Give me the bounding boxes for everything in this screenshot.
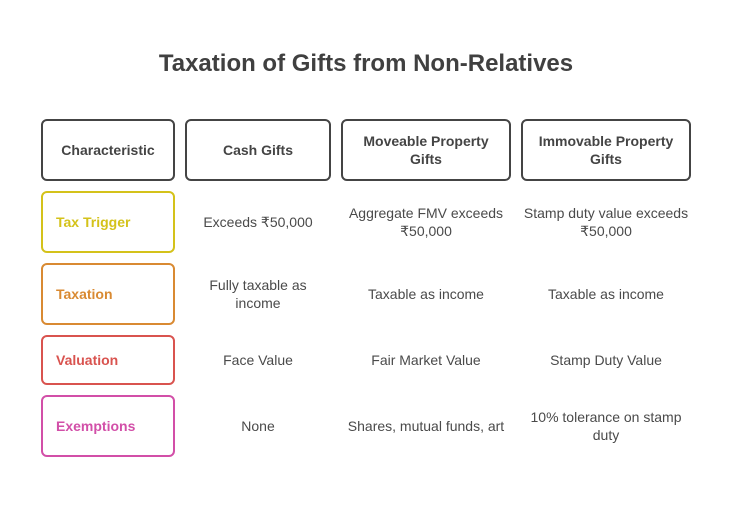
- row-label-tax-trigger: Tax Trigger: [41, 191, 175, 253]
- page-title: Taxation of Gifts from Non-Relatives: [158, 50, 574, 77]
- cell-exemptions-moveable: Shares, mutual funds, art: [347, 418, 505, 434]
- cell-tax-trigger-cash: Exceeds ₹50,000: [203, 214, 313, 230]
- cell-valuation-cash: Face Value: [223, 352, 293, 368]
- row-label-valuation: Valuation: [41, 335, 175, 385]
- cell-tax-trigger-immovable: Stamp duty value exceeds ₹50,000: [523, 205, 689, 239]
- header-immovable-property-gifts: Immovable Property Gifts: [521, 119, 691, 181]
- header-cash-gifts: Cash Gifts: [185, 119, 331, 181]
- cell-valuation-immovable: Stamp Duty Value: [550, 352, 662, 368]
- row-label-exemptions: Exemptions: [41, 395, 175, 457]
- cell-exemptions-immovable: 10% tolerance on stamp duty: [530, 409, 682, 443]
- cell-valuation-moveable: Fair Market Value: [371, 352, 481, 368]
- cell-taxation-moveable: Taxable as income: [368, 286, 484, 302]
- cell-tax-trigger-moveable: Aggregate FMV exceeds ₹50,000: [348, 205, 504, 239]
- cell-taxation-cash: Fully taxable as income: [209, 277, 307, 311]
- cell-taxation-immovable: Taxable as income: [548, 286, 664, 302]
- header-characteristic: Characteristic: [41, 119, 175, 181]
- cell-exemptions-cash: None: [241, 418, 275, 434]
- row-label-taxation: Taxation: [41, 263, 175, 325]
- header-moveable-property-gifts: Moveable Property Gifts: [341, 119, 511, 181]
